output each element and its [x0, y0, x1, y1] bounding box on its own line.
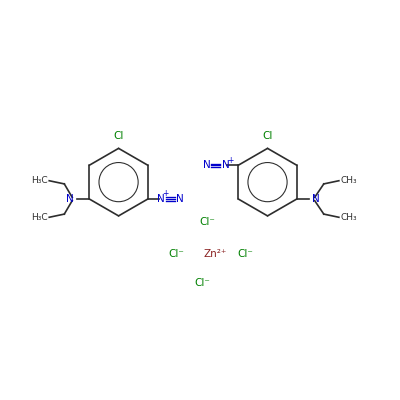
Text: CH₃: CH₃: [340, 176, 357, 185]
Text: Cl: Cl: [262, 131, 273, 141]
Text: Cl⁻: Cl⁻: [199, 217, 215, 227]
Text: +: +: [162, 189, 169, 198]
Text: N: N: [66, 194, 74, 204]
Text: H₃C: H₃C: [31, 176, 48, 185]
Text: Cl: Cl: [113, 131, 124, 141]
Text: Cl⁻: Cl⁻: [238, 249, 254, 259]
Text: Zn²⁺: Zn²⁺: [203, 249, 226, 259]
Text: N: N: [176, 194, 184, 204]
Text: N: N: [312, 194, 320, 204]
Text: N: N: [203, 160, 210, 170]
Text: Cl⁻: Cl⁻: [194, 278, 210, 288]
Text: H₃C: H₃C: [31, 213, 48, 222]
Text: CH₃: CH₃: [340, 213, 357, 222]
Text: N: N: [157, 194, 164, 204]
Text: Cl⁻: Cl⁻: [168, 249, 184, 259]
Text: N: N: [222, 160, 230, 170]
Text: +: +: [228, 156, 234, 164]
